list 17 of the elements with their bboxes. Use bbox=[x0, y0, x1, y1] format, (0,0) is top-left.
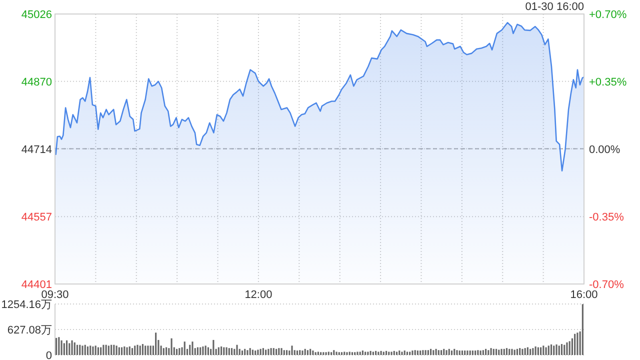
y-tick-label: 44714 bbox=[21, 144, 52, 156]
text: 01-30 16:00 bbox=[525, 1, 584, 13]
y2-tick-label: -0.35% bbox=[589, 212, 624, 224]
y2-tick-label: +0.35% bbox=[589, 76, 627, 88]
y2-tick-label: 0.00% bbox=[589, 144, 620, 156]
y2-tick-label: -0.70% bbox=[589, 279, 624, 291]
y2-tick-label: +0.70% bbox=[589, 9, 627, 21]
y-tick-label: 627.08万 bbox=[7, 324, 52, 336]
y-tick-label: 44557 bbox=[21, 212, 52, 224]
y-tick-label: 1254.16万 bbox=[1, 299, 52, 311]
y-tick-label: 44401 bbox=[21, 279, 52, 291]
y-tick-label: 0 bbox=[46, 350, 52, 360]
x-tick-label: 12:00 bbox=[244, 289, 272, 301]
x-tick-label: 16:00 bbox=[570, 289, 598, 301]
y-tick-label: 44870 bbox=[21, 76, 52, 88]
x-tick-label: 09:30 bbox=[41, 289, 69, 301]
y-tick-label: 45026 bbox=[21, 9, 52, 21]
